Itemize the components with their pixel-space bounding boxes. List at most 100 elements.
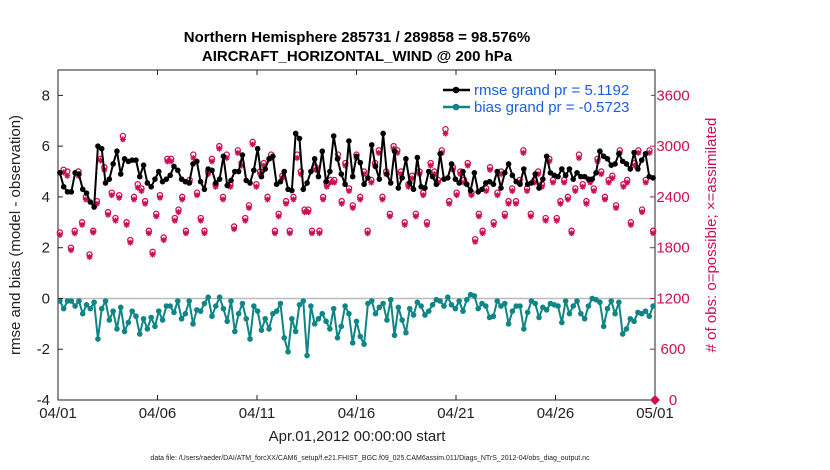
rmse-point	[425, 168, 432, 175]
rmse-point	[87, 199, 94, 205]
rmse-point	[623, 161, 630, 167]
obs-assimilated-point	[234, 149, 241, 156]
bias-point	[243, 315, 250, 322]
bias-point	[87, 305, 94, 312]
rmse-point	[467, 187, 474, 194]
rmse-point	[79, 186, 86, 193]
rmse-point	[83, 190, 90, 196]
bias-point	[536, 314, 542, 321]
bias-point	[460, 308, 466, 314]
obs-assimilated-point	[423, 221, 430, 228]
rmse-point	[292, 130, 299, 137]
bias-point	[604, 305, 611, 312]
bias-point	[262, 315, 269, 322]
obs-assimilated-point	[116, 194, 123, 201]
rmse-point	[60, 183, 67, 190]
rmse-point	[197, 178, 204, 185]
obs-assimilated-point	[216, 145, 223, 152]
bias-point	[444, 294, 451, 300]
rmse-point	[152, 176, 158, 182]
rmse-point	[627, 166, 634, 172]
rmse-point	[315, 173, 322, 180]
rmse-point	[562, 172, 569, 179]
obs-assimilated-point	[538, 183, 545, 190]
bias-point	[235, 310, 242, 317]
obs-assimilated-point	[446, 200, 453, 207]
y-left-tick-label: 4	[42, 189, 50, 206]
bias-point	[205, 294, 212, 300]
rmse-point	[616, 150, 622, 157]
rmse-point	[521, 166, 527, 172]
y-left-tick-label: -4	[37, 392, 50, 409]
obs-assimilated-point	[275, 213, 282, 220]
obs-assimilated-point	[97, 157, 104, 164]
rmse-point	[357, 159, 364, 166]
obs-assimilated-point	[171, 217, 178, 224]
rmse-point	[258, 173, 265, 180]
data-file-footnote: data file: /Users/raeder/DAI/ATM_forcXX/…	[150, 455, 590, 462]
obs-assimilated-point	[520, 149, 527, 156]
legend-bias-label: bias grand pr = -0.5723	[474, 99, 630, 116]
bias-point	[292, 328, 299, 335]
obs-assimilated-point	[227, 183, 234, 190]
y-axis-left: -4 -2 0 2 4 6 8	[37, 87, 63, 409]
obs-assimilated-point	[338, 200, 345, 207]
bias-point	[456, 298, 462, 304]
bias-point	[414, 299, 421, 306]
obs-assimilated-point	[375, 149, 382, 156]
bias-point	[505, 321, 512, 327]
rmse-point	[380, 130, 386, 137]
obs-assimilated-point	[613, 204, 620, 211]
rmse-point	[216, 176, 223, 182]
bias-point	[521, 326, 527, 332]
rmse-point	[327, 168, 333, 175]
bias-point	[186, 298, 192, 304]
obs-assimilated-point	[160, 237, 167, 244]
obs-assimilated-point	[479, 230, 486, 237]
bias-point	[323, 318, 329, 325]
bias-point	[501, 300, 508, 307]
obs-assimilated-point	[90, 229, 97, 236]
bias-point	[418, 303, 424, 309]
bias-point	[578, 310, 584, 317]
bias-point	[524, 309, 531, 316]
rmse-point	[338, 171, 345, 177]
obs-assimilated-point	[290, 196, 297, 203]
bias-point	[646, 313, 653, 320]
legend-bias-marker	[452, 103, 460, 111]
obs-assimilated-point	[627, 221, 634, 228]
bias-point	[353, 318, 360, 325]
obs-assimilated-point	[601, 196, 608, 203]
obs-assimilated-point	[579, 183, 586, 190]
bias-point	[570, 303, 577, 309]
bias-point	[327, 326, 333, 332]
obs-assimilated-point	[379, 196, 386, 203]
obs-assimilated-point	[201, 230, 208, 237]
obs-assimilated-point	[464, 162, 471, 169]
x-tick-label: 04/06	[139, 405, 177, 422]
rmse-point	[289, 187, 295, 194]
obs-assimilated-point	[609, 175, 616, 182]
bias-point	[566, 310, 573, 317]
bias-point	[254, 308, 261, 314]
obs-assimilated-point	[223, 155, 230, 161]
x-axis: 04/01 04/06 04/11 04/16 04/21 04/26 05/01	[39, 70, 674, 422]
obs-assimilated-point	[131, 196, 138, 203]
bias-point	[277, 300, 284, 307]
rmse-point	[368, 142, 375, 148]
obs-assimilated-point	[427, 162, 434, 169]
obs-assimilated-point	[542, 217, 549, 224]
bias-point	[642, 308, 649, 314]
rmse-point	[98, 145, 105, 152]
rmse-point	[262, 166, 269, 172]
bias-point	[155, 308, 162, 314]
rmse-point	[422, 185, 428, 191]
bias-point	[631, 318, 637, 325]
obs-assimilated-point	[156, 194, 163, 201]
bias-point	[482, 303, 489, 309]
bias-point	[133, 313, 139, 320]
obs-assimilated-point	[108, 192, 115, 199]
bias-point	[174, 298, 181, 304]
obs-assimilated-point	[297, 171, 304, 178]
obs-assimilated-point	[457, 171, 464, 178]
